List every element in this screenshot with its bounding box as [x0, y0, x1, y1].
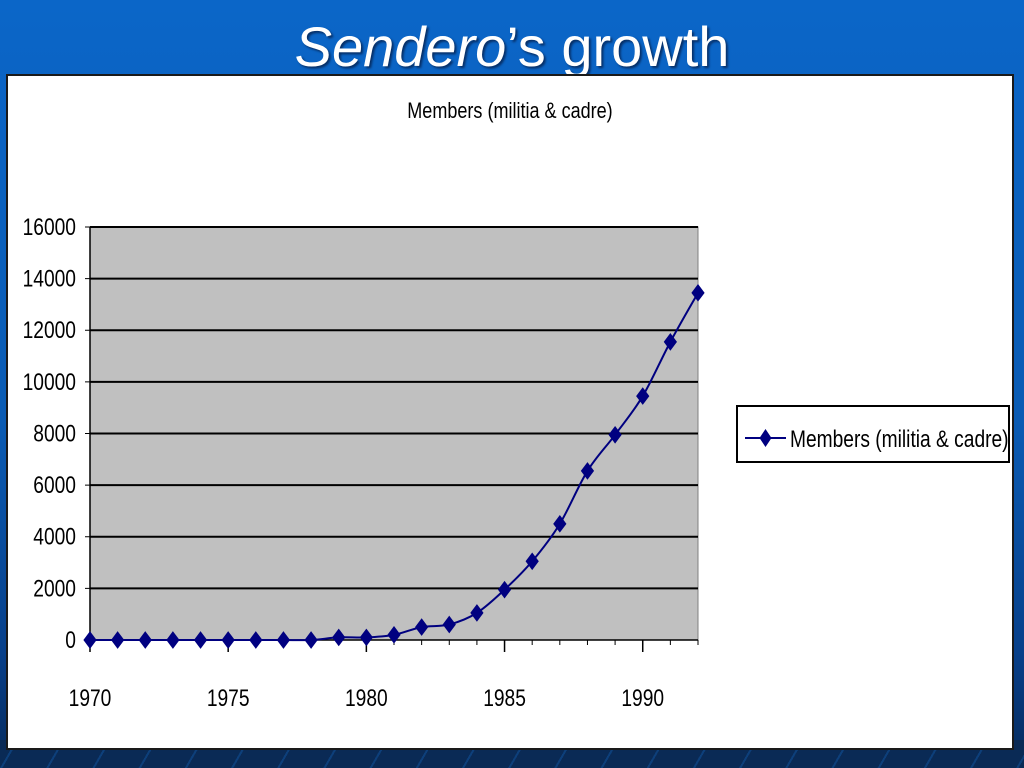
- y-tick-label: 0: [65, 626, 76, 654]
- y-tick-label: 10000: [23, 368, 76, 396]
- y-tick-label: 8000: [33, 419, 76, 447]
- data-point-marker: [193, 631, 208, 649]
- data-point-marker: [663, 333, 677, 351]
- legend-label: Members (militia & cadre): [790, 425, 1009, 453]
- data-point-marker: [249, 631, 263, 649]
- data-point-marker: [415, 618, 429, 636]
- data-point-marker: [691, 283, 705, 302]
- y-tick-label: 4000: [33, 523, 76, 551]
- data-point-marker: [111, 631, 125, 649]
- legend-box: [736, 405, 1010, 463]
- slide-title-italic: Sendero: [294, 15, 507, 78]
- data-point-marker: [387, 626, 401, 644]
- data-point-marker: [304, 631, 318, 649]
- slide-title-rest: ’s growth: [506, 15, 730, 78]
- x-tick-label: 1980: [345, 684, 388, 712]
- chart-title: Members (militia & cadre): [407, 99, 612, 123]
- data-point-marker: [636, 387, 650, 405]
- legend-marker: [759, 429, 772, 447]
- chart-frame: Members (militia & cadre) 0 2000 4000 6000 80…: [6, 74, 1014, 750]
- y-tick-label: 6000: [33, 471, 76, 499]
- y-tick-label: 12000: [23, 316, 76, 344]
- data-point-marker: [166, 631, 180, 649]
- chart-svg: Members (militia & cadre) 0 2000 4000 6000 80…: [23, 99, 1010, 712]
- x-tick-label: 1990: [621, 684, 664, 712]
- data-point-marker: [525, 552, 539, 571]
- data-point-marker: [83, 631, 97, 649]
- data-point-marker: [138, 631, 152, 649]
- data-point-marker: [497, 580, 512, 599]
- data-point-marker: [608, 425, 622, 444]
- data-point-marker: [470, 604, 484, 622]
- x-tick-label: 1975: [207, 684, 250, 712]
- data-point-marker: [442, 615, 456, 634]
- legend: Members (militia & cadre): [736, 405, 1010, 463]
- data-point-marker: [332, 628, 346, 647]
- slide-title: Sendero’s growth: [0, 12, 1024, 82]
- data-point-marker: [580, 462, 595, 480]
- y-tick-label: 14000: [23, 265, 76, 293]
- x-tick-label: 1985: [483, 684, 526, 712]
- data-point-marker: [276, 631, 291, 649]
- y-tick-label: 2000: [33, 574, 76, 602]
- y-tick-label: 16000: [23, 213, 76, 241]
- data-point-marker: [359, 628, 373, 647]
- data-point-marker: [553, 515, 567, 533]
- data-point-marker: [221, 631, 235, 649]
- x-tick-label: 1970: [69, 684, 112, 712]
